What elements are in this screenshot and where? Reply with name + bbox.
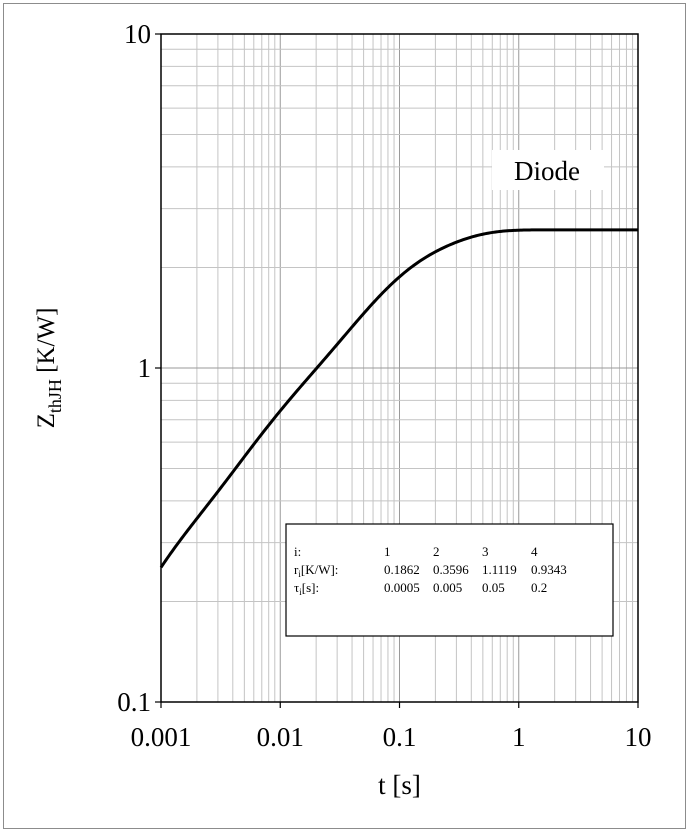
params-cell: 0.0005	[384, 580, 420, 595]
params-cell: 2	[433, 544, 440, 559]
x-tick-label: 0.1	[383, 722, 417, 752]
curve-layer	[159, 228, 638, 569]
series-line-diode	[159, 228, 638, 569]
y-axis-label-main: Z	[33, 413, 60, 428]
y-axis-label-unit: [K/W]	[33, 308, 60, 380]
y-tick-label: 1	[138, 353, 152, 383]
params-row-label: τi[s]:	[294, 580, 319, 597]
series-label-box: Diode	[492, 150, 604, 190]
params-row-label-sub: i	[299, 587, 302, 597]
params-cell: 0.05	[482, 580, 505, 595]
params-table: i: 1 2 3 4ri[K/W]: 0.1862 0.3596 1.1119 0.9343τi…	[285, 523, 614, 637]
params-row-label-rest: [s]:	[302, 580, 319, 595]
x-tick-label: 0.001	[131, 722, 192, 752]
params-cell: 3	[482, 544, 489, 559]
x-axis-label: t [s]	[378, 770, 421, 800]
axis-ticks: 0.001 0.01 0.1 1 10 0.1 1 10	[117, 19, 651, 752]
chart-frame: 0.001 0.01 0.1 1 10 0.1 1 10 Diode i: 1 2 3 4 ri[K/W…	[3, 3, 686, 829]
y-tick-label: 10	[124, 19, 151, 49]
params-row-label: i:	[294, 544, 301, 559]
y-axis-label: ZthJH [K/W]	[33, 308, 65, 429]
series-label-background	[492, 150, 604, 190]
params-row-label-rest: [K/W]:	[301, 562, 339, 577]
params-row-label-main: r	[294, 562, 299, 577]
params-table-box	[285, 523, 614, 637]
y-axis-label-sub: thJH	[45, 379, 65, 413]
x-tick-label: 0.01	[257, 722, 304, 752]
series-label: Diode	[514, 156, 580, 186]
params-cell: 0.005	[433, 580, 462, 595]
params-cell: 0.9343	[531, 562, 567, 577]
x-tick-label: 1	[512, 722, 526, 752]
params-row-label-sub: i	[298, 569, 301, 579]
params-cell: 0.3596	[433, 562, 469, 577]
params-cell: 0.1862	[384, 562, 420, 577]
params-cell: 1.1119	[482, 562, 517, 577]
params-cell: 1	[384, 544, 391, 559]
y-tick-label: 0.1	[117, 687, 151, 717]
params-cell: 0.2	[531, 580, 547, 595]
params-cell: 4	[531, 544, 538, 559]
params-row-label-main: τ	[294, 580, 299, 595]
params-row-label: ri[K/W]:	[294, 562, 338, 579]
x-tick-label: 10	[625, 722, 652, 752]
